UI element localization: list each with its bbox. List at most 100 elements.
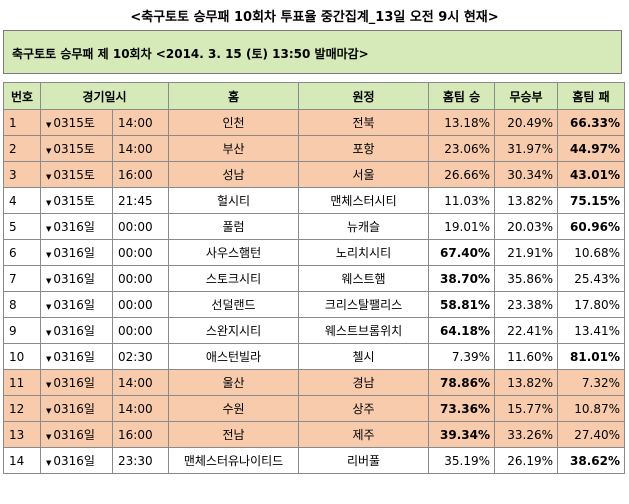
match-date: ▼ 0315토 <box>40 135 113 162</box>
row-number: 11 <box>3 369 41 396</box>
home-win-rate: 73.36% <box>428 395 496 422</box>
draw-rate: 30.34% <box>494 161 559 188</box>
header-row: 번호 경기일시 홈 원정 홈팀 승 무승부 홈팀 패 <box>3 82 626 110</box>
match-time-text: 14:00 <box>118 401 153 416</box>
draw-rate-text: 35.86% <box>507 271 554 286</box>
match-date-text: 0316일 <box>53 454 95 468</box>
home-team-text: 헐시티 <box>216 194 251 208</box>
match-time-text: 14:00 <box>118 375 153 390</box>
home-lose-rate-text: 75.15% <box>570 193 621 208</box>
match-date: ▼ 0316일 <box>40 343 113 370</box>
home-win-rate: 26.66% <box>428 161 496 188</box>
row-number: 9 <box>3 317 41 344</box>
row-number-text: 11 <box>9 375 25 390</box>
draw-rate-text: 20.49% <box>507 115 554 130</box>
home-win-rate-text: 11.03% <box>444 193 491 208</box>
away-team-text: 리버풀 <box>346 454 381 468</box>
away-team-text: 경남 <box>352 376 375 390</box>
row-number-text: 9 <box>9 323 17 338</box>
home-win-rate: 64.18% <box>428 317 496 344</box>
home-team: 성남 <box>168 161 300 188</box>
home-team: 스완지시티 <box>168 317 300 344</box>
match-date-text: 0316일 <box>53 220 95 234</box>
draw-rate-text: 22.41% <box>507 323 554 338</box>
away-team: 서울 <box>298 161 430 188</box>
match-time: 14:00 <box>111 109 170 136</box>
away-team: 포항 <box>298 135 430 162</box>
home-team: 스토크시티 <box>168 265 300 292</box>
away-team-text: 크리스탈팰리스 <box>324 298 403 312</box>
draw-rate-text: 11.60% <box>507 349 554 364</box>
match-time: 23:30 <box>111 447 170 474</box>
home-win-rate: 35.19% <box>428 447 496 474</box>
home-win-rate: 39.34% <box>428 421 496 448</box>
home-lose-rate-text: 13.41% <box>574 323 621 338</box>
home-lose-rate: 66.33% <box>557 109 626 136</box>
home-win-rate: 78.86% <box>428 369 496 396</box>
home-lose-rate-text: 38.62% <box>570 453 621 468</box>
draw-rate-text: 33.26% <box>507 427 554 442</box>
table-row: 11 ▼ 0316일 14:00 울산 경남 78.86% 13.82% 7.32% <box>3 369 626 396</box>
row-number: 10 <box>3 343 41 370</box>
home-win-rate: 23.06% <box>428 135 496 162</box>
match-time: 00:00 <box>111 317 170 344</box>
match-date: ▼ 0315토 <box>40 109 113 136</box>
home-win-rate-text: 23.06% <box>444 141 491 156</box>
draw-rate: 31.97% <box>494 135 559 162</box>
draw-rate: 21.91% <box>494 239 559 266</box>
home-lose-rate: 38.62% <box>557 447 626 474</box>
match-time-text: 02:30 <box>118 349 153 364</box>
away-team-text: 웨스트햄 <box>341 272 386 286</box>
row-number: 1 <box>3 109 41 136</box>
home-win-rate-text: 35.19% <box>444 453 491 468</box>
home-team-text: 성남 <box>222 168 245 182</box>
home-win-rate: 7.39% <box>428 343 496 370</box>
match-date: ▼ 0316일 <box>40 421 113 448</box>
row-number-text: 14 <box>9 453 25 468</box>
row-number-text: 7 <box>9 271 17 286</box>
row-number: 4 <box>3 187 41 214</box>
home-team-text: 선덜랜드 <box>211 298 256 312</box>
table-row: 8 ▼ 0316일 00:00 선덜랜드 크리스탈팰리스 58.81% 23.38% 17.80… <box>3 291 626 318</box>
header-home: 홈 <box>168 82 300 110</box>
match-date-text: 0315토 <box>53 168 95 182</box>
home-win-rate: 19.01% <box>428 213 496 240</box>
home-lose-rate-text: 10.68% <box>574 245 621 260</box>
dropdown-arrow-icon: ▼ <box>46 329 52 337</box>
home-win-rate-text: 67.40% <box>440 245 491 260</box>
row-number-text: 8 <box>9 297 17 312</box>
match-time-text: 14:00 <box>118 141 153 156</box>
home-team-text: 애스턴빌라 <box>205 350 262 364</box>
home-win-rate-text: 64.18% <box>440 323 491 338</box>
away-team-text: 포항 <box>352 142 375 156</box>
dropdown-arrow-icon: ▼ <box>46 199 52 207</box>
home-win-rate: 11.03% <box>428 187 496 214</box>
draw-rate-text: 15.77% <box>507 401 554 416</box>
match-date: ▼ 0316일 <box>40 239 113 266</box>
match-time: 14:00 <box>111 369 170 396</box>
match-date: ▼ 0315토 <box>40 161 113 188</box>
table-row: 5 ▼ 0316일 00:00 풀럼 뉴캐슬 19.01% 20.03% 60.96% <box>3 213 626 240</box>
away-team-text: 첼시 <box>352 350 375 364</box>
home-lose-rate: 13.41% <box>557 317 626 344</box>
row-number-text: 13 <box>9 427 25 442</box>
match-date: ▼ 0316일 <box>40 395 113 422</box>
dropdown-arrow-icon: ▼ <box>46 303 52 311</box>
row-number: 5 <box>3 213 41 240</box>
home-lose-rate-text: 7.32% <box>581 375 621 390</box>
home-lose-rate-text: 44.97% <box>570 141 621 156</box>
row-number: 3 <box>3 161 41 188</box>
draw-rate: 13.82% <box>494 369 559 396</box>
home-win-rate-text: 58.81% <box>440 297 491 312</box>
table-row: 2 ▼ 0315토 14:00 부산 포항 23.06% 31.97% 44.97% <box>3 135 626 162</box>
home-team-text: 수원 <box>222 402 245 416</box>
match-time-text: 21:45 <box>118 193 153 208</box>
table-row: 14 ▼ 0316일 23:30 맨체스터유나이티드 리버풀 35.19% 26.19% 38.… <box>3 447 626 474</box>
away-team: 크리스탈팰리스 <box>298 291 430 318</box>
match-date: ▼ 0316일 <box>40 265 113 292</box>
header-no: 번호 <box>3 82 41 110</box>
header-home-lose: 홈팀 패 <box>557 82 626 110</box>
home-team: 풀럼 <box>168 213 300 240</box>
home-win-rate-text: 78.86% <box>440 375 491 390</box>
match-time-text: 00:00 <box>118 323 153 338</box>
